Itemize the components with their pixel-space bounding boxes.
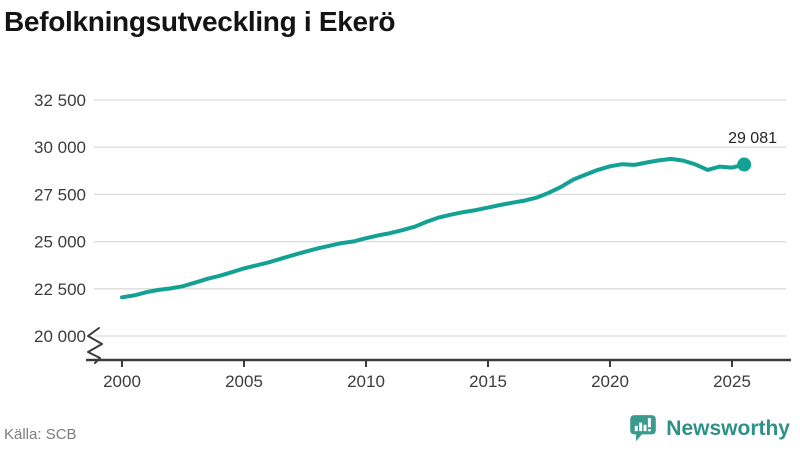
end-value-label: 29 081 bbox=[728, 130, 777, 147]
y-tick-label: 30 000 bbox=[34, 138, 86, 157]
x-tick-label: 2005 bbox=[225, 372, 263, 391]
chart-title: Befolkningsutveckling i Ekerö bbox=[4, 6, 396, 37]
brand-name: Newsworthy bbox=[666, 417, 790, 440]
end-point-dot bbox=[737, 157, 752, 172]
y-tick-label: 20 000 bbox=[34, 327, 86, 346]
y-tick-label: 27 500 bbox=[34, 185, 86, 204]
x-tick-label: 2020 bbox=[591, 372, 629, 391]
x-tick-label: 2000 bbox=[103, 372, 141, 391]
y-tick-label: 25 000 bbox=[34, 233, 86, 252]
newsworthy-icon bbox=[630, 415, 657, 442]
source-note: Källa: SCB bbox=[4, 426, 77, 443]
x-tick-label: 2025 bbox=[713, 372, 751, 391]
population-line bbox=[120, 156, 747, 300]
x-tick-label: 2010 bbox=[347, 372, 385, 391]
axis-break-icon bbox=[87, 327, 103, 364]
x-tick-label: 2015 bbox=[469, 372, 507, 391]
y-tick-label: 22 500 bbox=[34, 280, 86, 299]
y-tick-label: 32 500 bbox=[34, 91, 86, 110]
newsworthy-logo[interactable]: Newsworthy bbox=[627, 413, 790, 445]
